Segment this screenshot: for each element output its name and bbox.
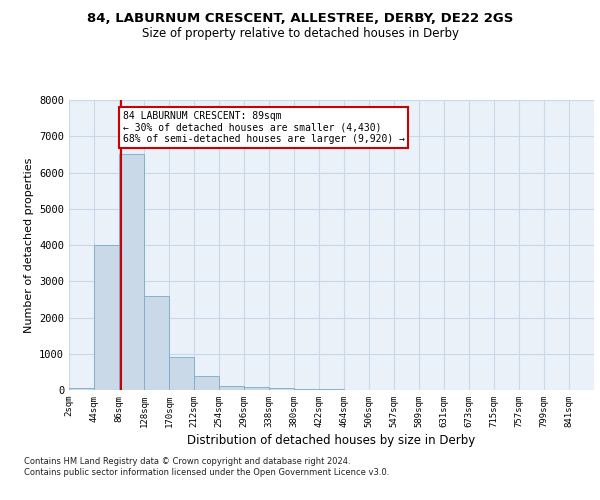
Bar [119,154,144,390]
Bar [144,296,169,390]
Text: Size of property relative to detached houses in Derby: Size of property relative to detached ho… [142,28,458,40]
Bar [244,387,269,390]
Bar [169,358,194,390]
Text: Contains HM Land Registry data © Crown copyright and database right 2024.
Contai: Contains HM Land Registry data © Crown c… [24,458,389,477]
Text: 84, LABURNUM CRESCENT, ALLESTREE, DERBY, DE22 2GS: 84, LABURNUM CRESCENT, ALLESTREE, DERBY,… [87,12,513,26]
Bar [269,388,294,390]
Bar [69,388,94,390]
Text: 84 LABURNUM CRESCENT: 89sqm
← 30% of detached houses are smaller (4,430)
68% of : 84 LABURNUM CRESCENT: 89sqm ← 30% of det… [122,111,404,144]
Bar [219,386,244,390]
X-axis label: Distribution of detached houses by size in Derby: Distribution of detached houses by size … [187,434,476,447]
Bar [294,389,319,390]
Y-axis label: Number of detached properties: Number of detached properties [23,158,34,332]
Bar [94,245,119,390]
Bar [194,376,219,390]
